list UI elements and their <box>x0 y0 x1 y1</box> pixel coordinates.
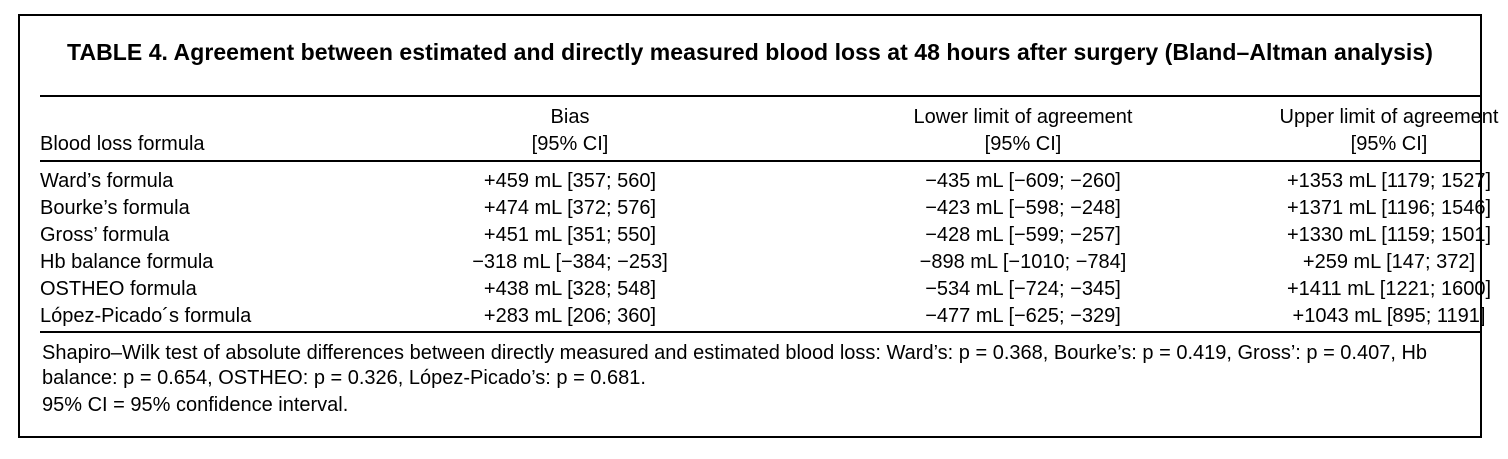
row-gross-bias: +451 mL [351; 550] <box>483 224 657 246</box>
table-header-rule <box>40 160 1481 162</box>
row-ostheo-lower: −534 mL [−724; −345] <box>925 278 1121 300</box>
row-hb-balance-formula: Hb balance formula <box>40 251 214 273</box>
row-bourke-formula: Bourke’s formula <box>40 197 190 219</box>
row-lopez-picado-upper: +1043 mL [895; 1191] <box>1292 305 1486 327</box>
row-bourke-lower: −423 mL [−598; −248] <box>925 197 1121 219</box>
row-bourke-bias: +474 mL [372; 576] <box>483 197 657 219</box>
row-ward-lower: −435 mL [−609; −260] <box>925 170 1121 192</box>
row-ostheo-bias: +438 mL [328; 548] <box>483 278 657 300</box>
footnote-ci-definition: 95% CI = 95% confidence interval. <box>42 394 349 416</box>
row-lopez-picado-formula: López-Picado´s formula <box>40 305 252 327</box>
table-title: TABLE 4. Agreement between estimated and… <box>67 39 1433 65</box>
row-bourke-upper: +1371 mL [1196; 1546] <box>1286 197 1492 219</box>
row-hb-balance-bias: −318 mL [−384; −253] <box>472 251 668 273</box>
row-lopez-picado-lower: −477 mL [−625; −329] <box>925 305 1121 327</box>
row-lopez-picado-bias: +283 mL [206; 360] <box>483 305 657 327</box>
header-lower-ci: [95% CI] <box>984 133 1062 155</box>
header-bias: Bias <box>550 106 590 128</box>
header-lower-limit: Lower limit of agreement <box>913 106 1133 128</box>
header-upper-ci: [95% CI] <box>1350 133 1428 155</box>
row-hb-balance-upper: +259 mL [147; 372] <box>1302 251 1476 273</box>
table-bottom-rule <box>40 331 1481 333</box>
row-gross-formula: Gross’ formula <box>40 224 170 246</box>
row-ostheo-upper: +1411 mL [1221; 1600] <box>1286 278 1492 300</box>
row-ostheo-formula: OSTHEO formula <box>40 278 197 300</box>
table-top-rule <box>40 95 1481 97</box>
table-frame: TABLE 4. Agreement between estimated and… <box>18 14 1498 438</box>
header-formula: Blood loss formula <box>40 133 205 155</box>
row-ward-formula: Ward’s formula <box>40 170 174 192</box>
footnote-shapiro-wilk: Shapiro–Wilk test of absolute difference… <box>42 342 1428 389</box>
row-ward-bias: +459 mL [357; 560] <box>483 170 657 192</box>
header-upper-limit: Upper limit of agreement <box>1279 106 1499 128</box>
row-ward-upper: +1353 mL [1179; 1527] <box>1286 170 1492 192</box>
row-gross-upper: +1330 mL [1159; 1501] <box>1286 224 1492 246</box>
row-gross-lower: −428 mL [−599; −257] <box>925 224 1121 246</box>
header-bias-ci: [95% CI] <box>531 133 609 155</box>
row-hb-balance-lower: −898 mL [−1010; −784] <box>919 251 1127 273</box>
